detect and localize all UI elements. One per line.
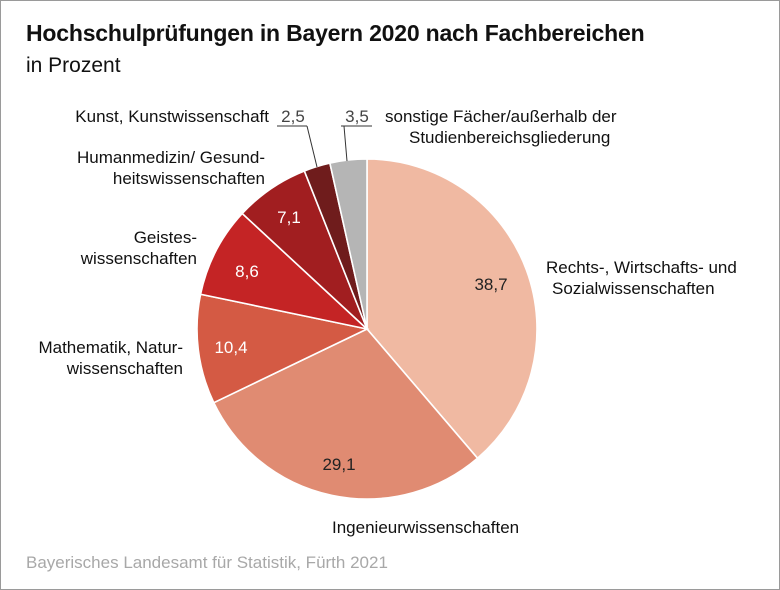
category-label-line: wissenschaften xyxy=(66,359,183,378)
category-label-line: Studienbereichsgliederung xyxy=(409,128,610,147)
value-label-6: 2,5 xyxy=(281,107,305,126)
value-label-1: 38,7 xyxy=(474,275,507,294)
source-note: Bayerisches Landesamt für Statistik, Für… xyxy=(26,553,388,572)
category-label-line: Geistes- xyxy=(134,228,197,247)
pie-slice-7 xyxy=(328,158,368,330)
category-label-6: Kunst, Kunstwissenschaft xyxy=(75,107,269,126)
category-label-line: Sozialwissenschaften xyxy=(552,279,715,298)
value-labels: 38,7 29,1 10,4 8,6 7,1 2,5 3,5 xyxy=(214,107,507,474)
pie-slice-4 xyxy=(199,212,370,331)
category-labels: Rechts-, Wirtschafts- und Sozialwissensch… xyxy=(38,107,736,537)
category-label-2: Ingenieurwissenschaften xyxy=(332,518,519,537)
category-label-line: sonstige Fächer/außerhalb der xyxy=(385,107,617,126)
category-label-line: Rechts-, Wirtschafts- und xyxy=(546,258,737,277)
value-label-2: 29,1 xyxy=(322,455,355,474)
category-label-7: sonstige Fächer/außerhalb der Studienbere… xyxy=(385,107,617,147)
category-label-line: wissenschaften xyxy=(80,249,197,268)
chart-subtitle: in Prozent xyxy=(26,54,121,77)
category-label-line: heitswissenschaften xyxy=(113,169,265,188)
leader-line-6 xyxy=(306,125,318,168)
pie-slice-1 xyxy=(366,158,538,460)
category-label-5: Humanmedizin/ Gesund-heitswissenschaften xyxy=(77,148,265,188)
pie-slices xyxy=(196,158,538,500)
pie-slice-3 xyxy=(196,293,370,404)
category-label-line: Kunst, Kunstwissenschaft xyxy=(75,107,269,126)
category-label-3: Mathematik, Natur-wissenschaften xyxy=(38,338,183,378)
category-label-line: Mathematik, Natur- xyxy=(38,338,183,357)
value-label-7: 3,5 xyxy=(345,107,369,126)
category-label-4: Geistes-wissenschaften xyxy=(80,228,197,268)
chart-title: Hochschulprüfungen in Bayern 2020 nach F… xyxy=(26,20,645,46)
category-label-line: Ingenieurwissenschaften xyxy=(332,518,519,537)
category-label-line: Humanmedizin/ Gesund- xyxy=(77,148,265,167)
value-label-3: 10,4 xyxy=(214,338,247,357)
value-label-5: 7,1 xyxy=(277,208,301,227)
category-label-1: Rechts-, Wirtschafts- und Sozialwissensch… xyxy=(546,258,737,298)
leader-lines xyxy=(277,125,372,168)
leader-line-7 xyxy=(343,125,348,162)
value-label-4: 8,6 xyxy=(235,262,259,281)
